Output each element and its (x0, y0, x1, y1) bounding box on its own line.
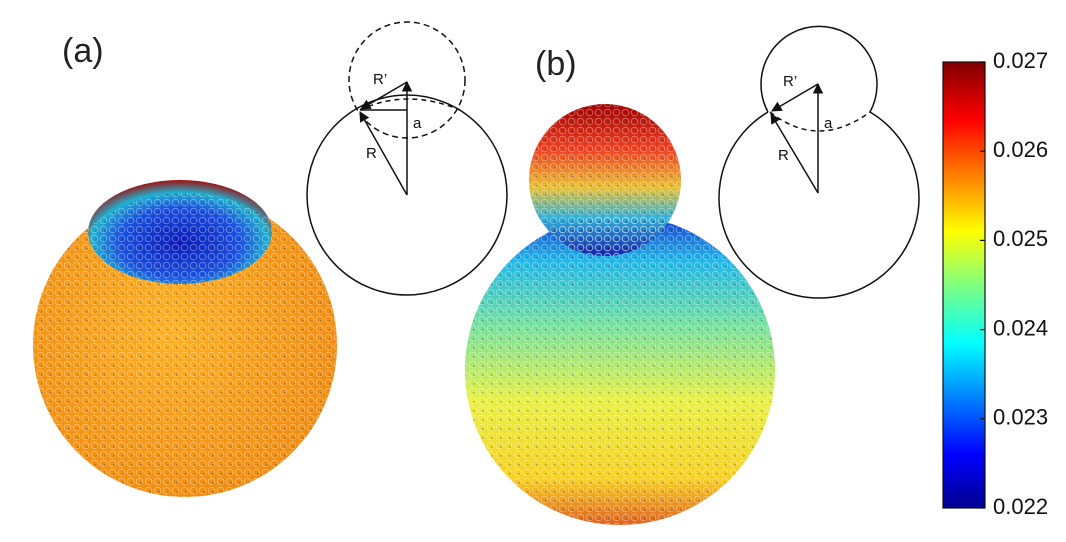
colorbar-tick-label: 0.023 (993, 405, 1048, 430)
diagram-a (306, 21, 508, 296)
colorbar-tick-label: 0.022 (993, 494, 1048, 519)
panel-label: (a) (62, 32, 104, 70)
diagram-label: R’ (783, 73, 797, 90)
panel-label: (b) (535, 45, 577, 83)
colorbar-tick-label: 0.027 (993, 48, 1048, 73)
colorbar-tick-label: 0.026 (993, 137, 1048, 162)
colorbar (942, 61, 986, 509)
diagram-label: a (824, 115, 833, 132)
sphere-b (465, 104, 775, 525)
diagram-label: R (366, 145, 377, 162)
colorbar-tick-label: 0.024 (993, 315, 1048, 340)
sphere-a (33, 180, 337, 497)
diagram-b (718, 25, 920, 299)
diagram-label: R’ (373, 71, 387, 88)
diagram-label: R (778, 147, 789, 164)
diagram-label: a (413, 115, 422, 132)
colorbar-tick-label: 0.025 (993, 226, 1048, 251)
